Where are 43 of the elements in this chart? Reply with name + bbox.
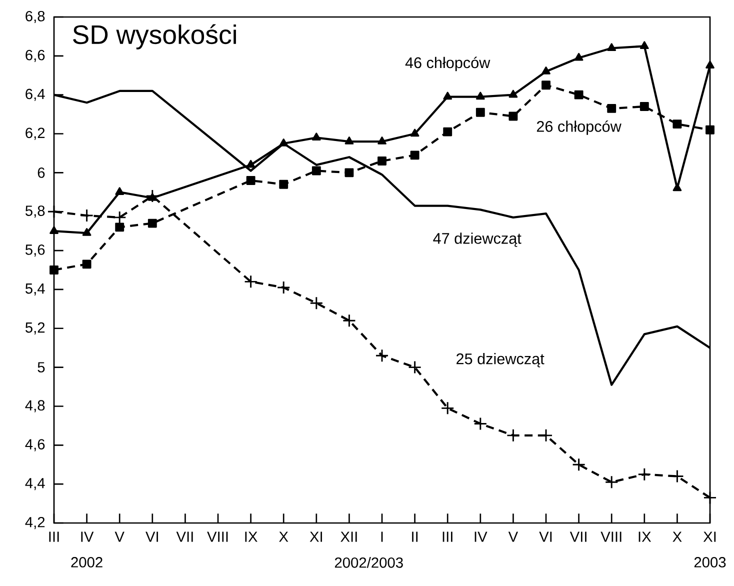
text: 2002 — [71, 557, 102, 568]
x-tick-label: XI — [703, 532, 716, 542]
y-tick-label: 4,8 — [25, 400, 45, 412]
series-label: 26 chłopców — [536, 120, 622, 135]
y-tick-label: 5,2 — [25, 322, 45, 334]
series-label: 46 chłopców — [405, 56, 490, 72]
x-tick-label: IX — [245, 532, 258, 542]
x-tick-label: I — [381, 532, 383, 542]
y-tick-label: 5,4 — [25, 283, 45, 296]
x-tick-label: II — [412, 532, 418, 542]
x-tick-label: VII — [176, 532, 193, 542]
y-tick-label: 6,8 — [26, 10, 45, 24]
text: 2002/2003 — [334, 557, 403, 568]
x-tick-label: XI — [310, 532, 322, 542]
text: 25 dziewcząt — [456, 353, 544, 368]
x-tick-label: VI — [146, 532, 158, 542]
x-tick-label: III — [49, 532, 59, 542]
y-tick-label: 5,6 — [25, 244, 45, 257]
x-tick-label: IX — [638, 532, 652, 542]
y-tick-label: 6,2 — [26, 128, 45, 140]
x-tick-label: VI — [539, 532, 552, 542]
y-tick-label: 5 — [38, 362, 45, 372]
text: 2003 — [694, 557, 726, 568]
x-tick-label: VII — [570, 532, 586, 542]
x-tick-label: IV — [474, 532, 488, 542]
x-tick-label: XII — [340, 532, 357, 542]
y-tick-label: 6 — [38, 168, 45, 178]
y-tick-label: 6,6 — [26, 50, 45, 62]
y-tick-label: 4,6 — [25, 439, 45, 452]
x-tick-label: X — [672, 532, 682, 542]
x-tick-label: IV — [81, 532, 94, 542]
x-tick-label: VIII — [207, 532, 228, 542]
x-tick-label: VIII — [600, 532, 622, 542]
series-label: 47 dziewcząt — [433, 232, 522, 247]
y-tick-label: 5,8 — [25, 206, 45, 218]
x-tick-label: V — [508, 532, 518, 542]
x-tick-label: V — [114, 532, 124, 542]
x-tick-label: III — [442, 532, 452, 542]
y-tick-label: 6,4 — [26, 88, 45, 101]
y-tick-label: 4,4 — [25, 478, 45, 490]
chart-title: SD wysokości — [73, 24, 236, 50]
y-tick-label: 4,2 — [25, 516, 45, 530]
x-tick-label: X — [279, 532, 288, 542]
